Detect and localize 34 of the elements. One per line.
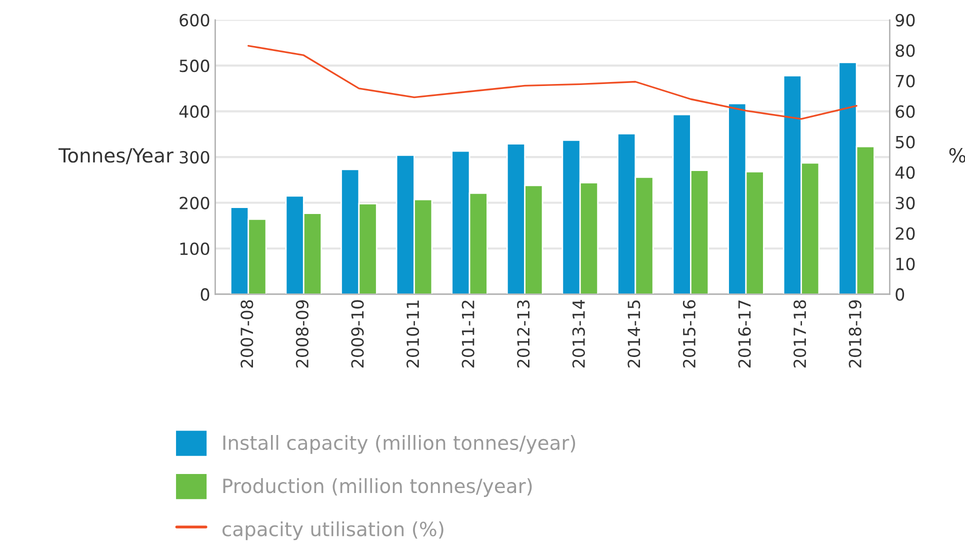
y2-tick-label: 10: [896, 258, 915, 270]
x-tick-label: 2015-16: [682, 300, 696, 368]
legend-label: capacity utilisation (%): [222, 521, 444, 540]
x-tick-label: 2008-09: [296, 300, 308, 368]
x-tick-label: 2010-11: [406, 300, 420, 368]
x-tick-label: 2011-12: [462, 300, 474, 368]
y2-tick-label: 30: [896, 196, 915, 210]
legend-label: Install capacity (million tonnes/year): [223, 435, 576, 454]
y2-tick-label: 0: [896, 288, 904, 301]
y-tick-label: 600: [180, 14, 210, 26]
y2-tick-label: 80: [896, 44, 915, 57]
x-tick-label: 2017-18: [793, 300, 806, 368]
y-axis-title: Tonnes/Year: [58, 148, 174, 164]
y-tick-label: 300: [180, 151, 210, 164]
y2-tick-label: 70: [896, 74, 915, 88]
y2-tick-label: 20: [896, 227, 915, 240]
y-tick-label: 400: [179, 105, 210, 118]
y-tick-label: 100: [180, 242, 210, 256]
y2-tick-label: 60: [896, 105, 915, 118]
x-tick-label: 2009-10: [351, 300, 364, 368]
x-tick-label: 2016-17: [738, 300, 751, 368]
x-tick-label: 2007-08: [240, 300, 254, 368]
y-tick-label: 200: [180, 196, 210, 210]
x-tick-label: 2012-13: [517, 300, 530, 368]
y2-tick-label: 90: [896, 14, 915, 26]
y-tick-label: 0: [200, 288, 210, 301]
line-series: [248, 44, 858, 120]
x-tick-label: 2013-14: [572, 300, 585, 368]
x-tick-label: 2018-19: [848, 300, 862, 368]
legend-label: Production (million tonnes/year): [223, 478, 532, 497]
y2-tick-label: 40: [895, 166, 915, 179]
x-tick-label: 2014-15: [628, 300, 640, 368]
y2-tick-label: 50: [896, 136, 915, 148]
y-tick-label: 500: [180, 60, 210, 72]
